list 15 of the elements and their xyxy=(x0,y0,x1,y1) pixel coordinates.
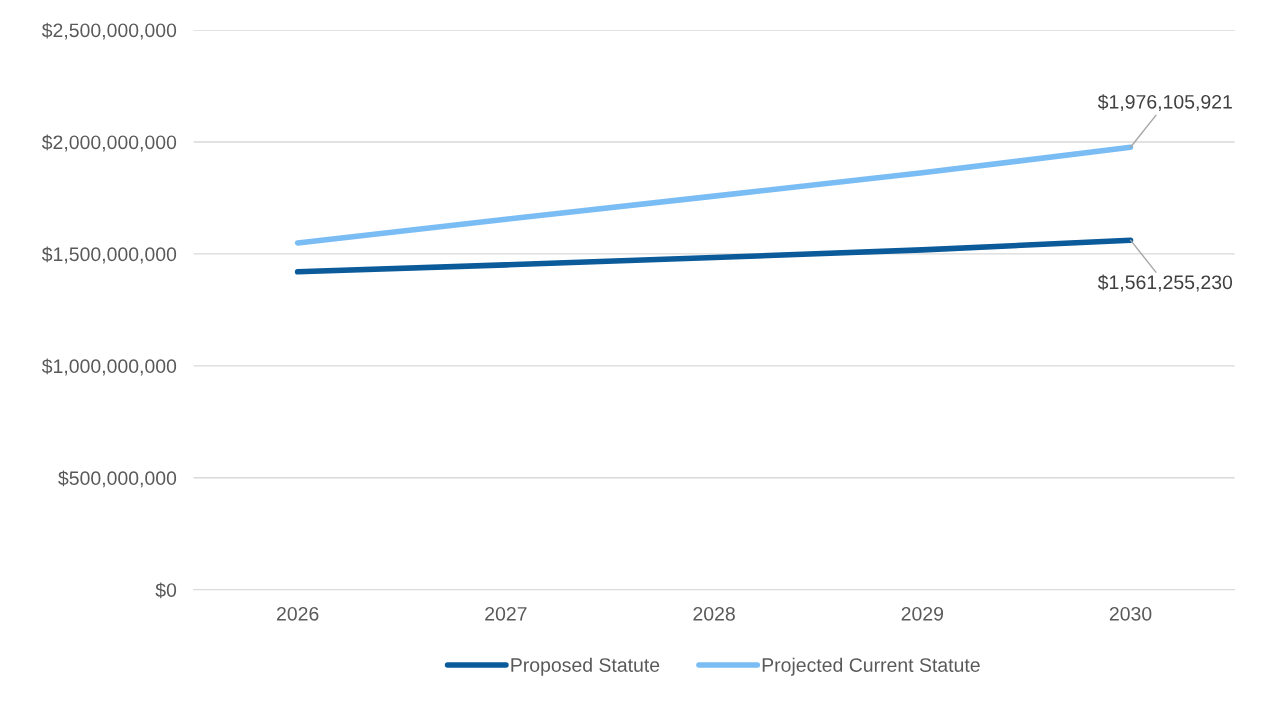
x-tick-label: 2029 xyxy=(901,606,944,621)
x-tick-label: 2026 xyxy=(277,606,319,621)
y-tick-label: $1,500,000,000 xyxy=(41,246,177,264)
data-label: $1,976,105,921 xyxy=(1097,94,1232,112)
y-tick-label: $500,000,000 xyxy=(58,470,177,488)
y-tick-label: $1,000,000,000 xyxy=(41,358,177,376)
y-tick-label: $0 xyxy=(155,582,177,599)
legend-label: Projected Current Statute xyxy=(762,657,980,676)
legend-label: Proposed Statute xyxy=(511,657,660,676)
x-tick-label: 2030 xyxy=(1109,606,1152,621)
x-tick-label: 2027 xyxy=(485,606,527,621)
y-tick-label: $2,000,000,000 xyxy=(41,134,177,152)
x-tick-label: 2028 xyxy=(693,606,735,621)
y-tick-label: $2,500,000,000 xyxy=(41,22,177,40)
data-label: $1,561,255,230 xyxy=(1097,274,1233,292)
